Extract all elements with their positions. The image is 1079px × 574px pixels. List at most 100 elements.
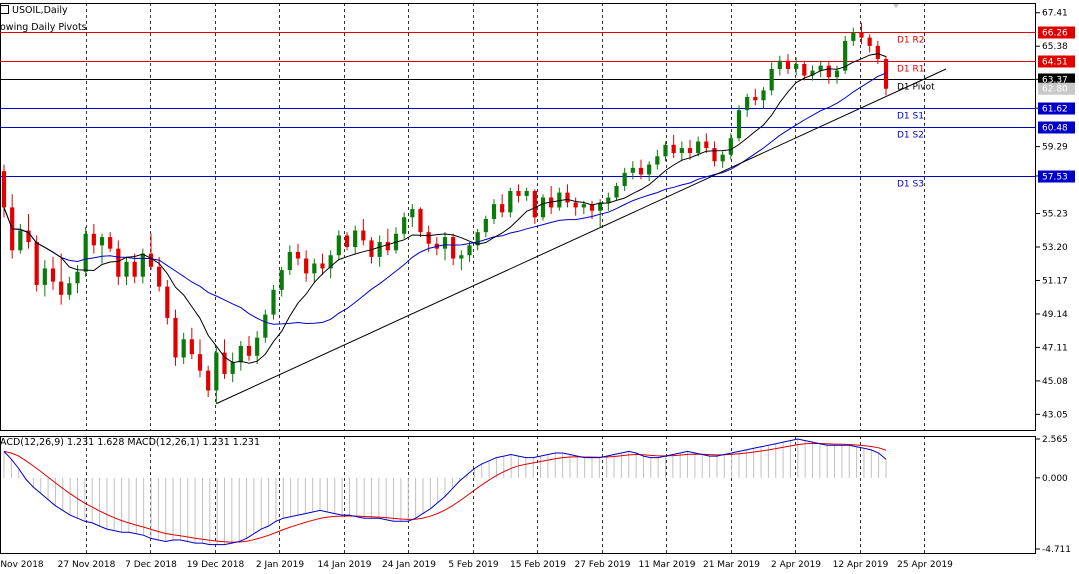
- candle-body: [785, 60, 791, 69]
- candle-body: [826, 65, 831, 78]
- current-price-value: 62.80: [1042, 85, 1068, 95]
- price-axis-label: 67.41: [1042, 9, 1068, 19]
- candle-body: [418, 209, 423, 233]
- price-axis-label: 49.14: [1042, 310, 1068, 320]
- ma-fast-line: [3, 53, 887, 364]
- pivot-price-tag: [1038, 121, 1075, 134]
- candle-body: [875, 45, 880, 60]
- candle-body: [75, 271, 80, 284]
- pivot-label: D1 S2: [897, 131, 924, 141]
- candle-body: [769, 68, 774, 91]
- candle-body: [761, 90, 766, 101]
- macd-signal-line: [3, 442, 887, 543]
- candle-body: [361, 230, 366, 241]
- candle-body: [230, 362, 235, 374]
- candle-body: [148, 253, 154, 267]
- chart-window-icon: [0, 5, 9, 14]
- candle-body: [851, 32, 856, 41]
- macd-label: ACD(12,26,9) 1.231 1.628 MACD(12,26,1) 1…: [0, 437, 260, 448]
- candle-body: [67, 283, 72, 295]
- trendline[interactable]: [216, 68, 947, 405]
- main-pane-border: [0, 3, 1036, 431]
- symbol-title: USOIL,Daily: [12, 5, 68, 16]
- time-axis-label: 2 Apr 2019: [771, 560, 821, 570]
- candle-body: [426, 232, 431, 244]
- candle-body: [328, 255, 333, 269]
- time-axis-label: 27 Nov 2018: [58, 560, 116, 570]
- price-axis-label: 65.38: [1042, 42, 1068, 52]
- candle-body: [810, 70, 815, 76]
- time-axis-label: 11 Mar 2019: [638, 560, 695, 570]
- candle-body: [802, 64, 807, 76]
- candle-body: [140, 253, 145, 277]
- candle-body: [222, 352, 227, 374]
- candle-body: [557, 192, 562, 208]
- candle-body: [18, 230, 23, 251]
- candle-body: [467, 245, 472, 256]
- time-axis-label: 5 Feb 2019: [448, 560, 499, 570]
- candle-body: [475, 232, 480, 246]
- candle-body: [26, 230, 31, 243]
- price-axis-label: 51.17: [1042, 276, 1068, 286]
- pivot-label: D1 Pivot: [897, 83, 935, 93]
- candle-body: [173, 317, 178, 358]
- candle-body: [50, 268, 56, 282]
- candle-body: [500, 204, 505, 213]
- pivot-price-tag: [1038, 26, 1075, 39]
- time-axis-label: 7 Dec 2018: [125, 560, 177, 570]
- candle-body: [483, 218, 488, 233]
- pivot-price-value: 57.53: [1042, 173, 1068, 183]
- candle-body: [736, 110, 742, 139]
- pivot-price-tag: [1038, 170, 1075, 183]
- indicator-label: owing Daily Pivots: [0, 22, 87, 33]
- candle-body: [295, 251, 301, 259]
- candle-body: [238, 345, 243, 363]
- chart-shift-marker[interactable]: [893, 4, 899, 8]
- macd-scale-label: 0.000: [1042, 474, 1068, 484]
- candle-body: [320, 263, 325, 269]
- candle-body: [532, 190, 537, 218]
- candle-body: [451, 237, 456, 259]
- candle-body: [581, 204, 586, 208]
- candle-body: [353, 230, 358, 247]
- candle-body: [573, 202, 578, 208]
- candle-body: [622, 172, 627, 186]
- candle-body: [402, 217, 407, 234]
- candle-body: [491, 204, 497, 219]
- candle-body: [255, 337, 260, 356]
- candle-body: [638, 167, 644, 175]
- candle-body: [777, 60, 782, 69]
- candle-body: [1, 171, 7, 208]
- pivot-label: D1 S1: [897, 112, 924, 122]
- candle-body: [83, 233, 88, 272]
- candle-body: [410, 209, 415, 218]
- candle-body: [34, 242, 39, 285]
- candle-body: [728, 138, 733, 155]
- time-axis-label: 2 Jan 2019: [256, 560, 304, 570]
- candle-body: [745, 96, 750, 111]
- candle-body: [246, 345, 252, 356]
- macd-main-line: [3, 438, 887, 546]
- candle-body: [263, 314, 268, 338]
- pivot-price-value: 66.26: [1042, 29, 1068, 39]
- candle-body: [883, 59, 889, 89]
- candle-body: [165, 286, 170, 318]
- candle-body: [108, 237, 113, 249]
- candle-body: [312, 263, 317, 274]
- pivot-label: D1 S3: [897, 180, 924, 190]
- pivot-price-value: 61.62: [1042, 105, 1068, 115]
- candle-body: [598, 202, 603, 211]
- candle-body: [565, 192, 570, 203]
- macd-pane-border: [0, 436, 1036, 554]
- candle-body: [181, 339, 186, 358]
- candle-body: [157, 266, 162, 287]
- time-axis-label: 24 Jan 2019: [382, 560, 436, 570]
- candle-body: [124, 261, 129, 277]
- time-axis-label: Nov 2018: [0, 560, 44, 570]
- time-axis-label: 15 Feb 2019: [510, 560, 566, 570]
- candle-body: [279, 270, 284, 290]
- candle-body: [859, 32, 864, 38]
- price-axis-label: 55.23: [1042, 210, 1068, 220]
